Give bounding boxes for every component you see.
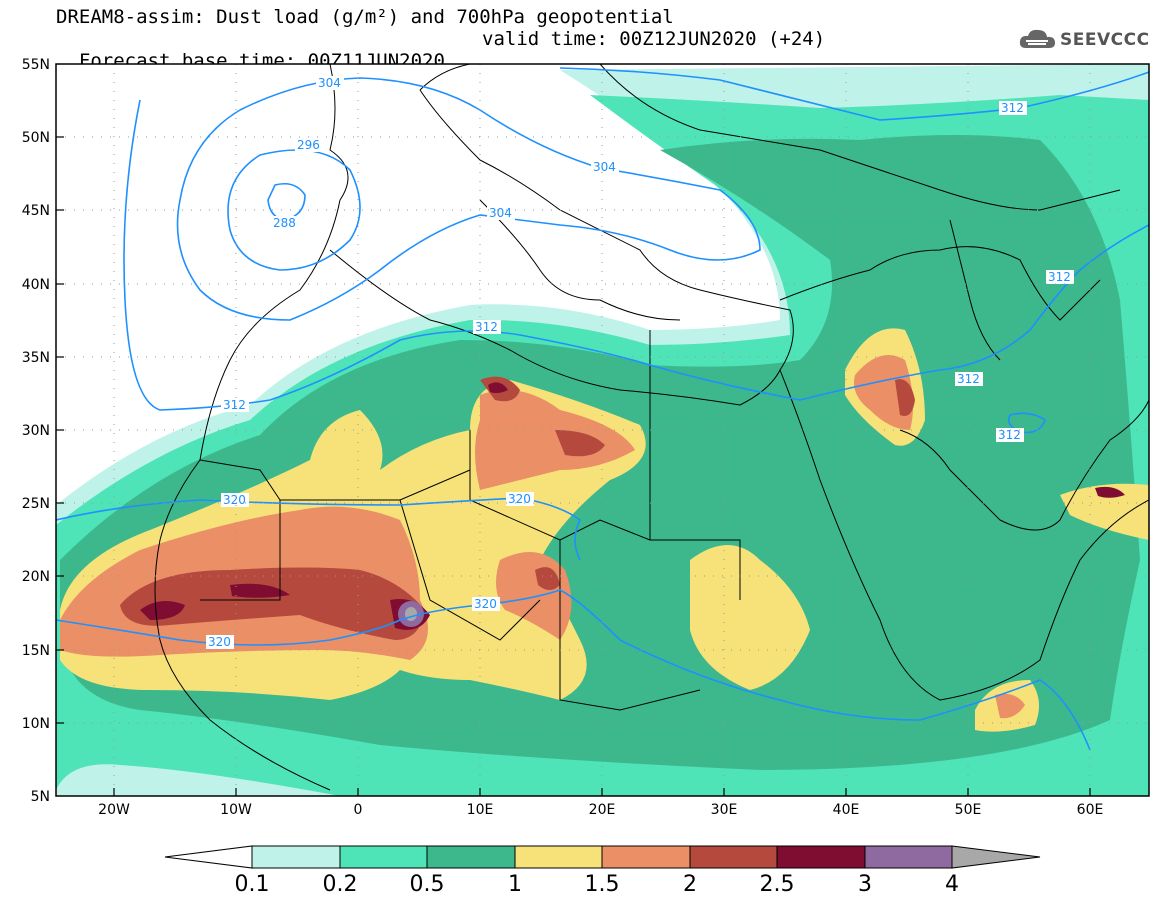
- lat-label: 45N: [22, 203, 50, 219]
- lat-label: 30N: [22, 423, 50, 439]
- lon-label: 20W: [98, 802, 130, 818]
- lon-label: 10E: [467, 802, 494, 818]
- contour-label: 312: [1046, 270, 1074, 284]
- lat-label: 40N: [22, 277, 50, 293]
- colorbar-labels: 0.1 0.2 0.5 1 1.5 2 2.5 3 4: [235, 872, 960, 897]
- dust-band-4: [405, 607, 417, 621]
- colorbar-cell: [864, 845, 953, 869]
- contour-label: 320: [472, 597, 500, 611]
- cloud-icon: [1019, 29, 1055, 48]
- coastlines: [154, 64, 1149, 791]
- svg-text:312: 312: [998, 428, 1021, 442]
- contour-label: 312: [955, 372, 983, 386]
- contour-label: 320: [221, 493, 249, 507]
- svg-text:312: 312: [223, 398, 246, 412]
- lat-label: 10N: [22, 716, 50, 732]
- colorbar-label: 0.5: [410, 872, 445, 897]
- dust-band-2.5-mali: [230, 583, 290, 598]
- dust-band-1.5-arabia: [995, 693, 1025, 719]
- dust-band-1-oman: [1060, 483, 1149, 540]
- lat-label: 25N: [22, 496, 50, 512]
- contour-label: 288: [271, 216, 299, 230]
- dust-band-2-iraq: [895, 379, 915, 416]
- svg-text:312: 312: [1048, 270, 1071, 284]
- dust-band-1.5-iraq: [854, 355, 914, 430]
- lat-label: 15N: [22, 643, 50, 659]
- dust-band-1.5-libya: [475, 390, 635, 490]
- contour-label: 312: [999, 101, 1027, 115]
- contour-labels: 304 296 288 304 304 312 312 312 312 312 …: [206, 76, 1074, 649]
- contour-label: 312: [473, 320, 501, 334]
- svg-text:304: 304: [318, 76, 341, 90]
- contour-label: 312: [996, 428, 1024, 442]
- lon-labels: 20W 10W 0 10E 20E 30E 40E 50E 60E: [98, 802, 1103, 818]
- colorbar-cell: [251, 845, 341, 869]
- contour-label: 304: [487, 206, 515, 220]
- lon-label: 40E: [833, 802, 860, 818]
- lon-label: 30E: [711, 802, 738, 818]
- svg-text:288: 288: [273, 216, 296, 230]
- colorbar: [164, 845, 1041, 869]
- lon-label: 10W: [220, 802, 252, 818]
- lat-label: 35N: [22, 350, 50, 366]
- lon-label: 60E: [1077, 802, 1104, 818]
- dust-band-2-libya2: [555, 430, 605, 457]
- svg-text:312: 312: [1001, 101, 1024, 115]
- seevccc-logo: SEEVCCC: [1018, 26, 1158, 56]
- colorbar-cell: [514, 845, 603, 869]
- contour-label: 304: [316, 76, 344, 90]
- colorbar-cell: [601, 845, 691, 869]
- contour-label: 312: [221, 398, 249, 412]
- lon-label: 50E: [955, 802, 982, 818]
- contour-label: 320: [506, 492, 534, 506]
- dust-band-2.5-libya: [488, 382, 508, 394]
- tick-marks: [56, 136, 1091, 796]
- valid-time: valid time: 00Z12JUN2020 (+24): [482, 28, 826, 50]
- svg-text:296: 296: [297, 138, 320, 152]
- colorbar-cell: [339, 845, 428, 869]
- colorbar-cell: [426, 845, 516, 869]
- dust-band-2.5: [140, 601, 185, 620]
- colorbar-cell: [776, 845, 866, 869]
- svg-text:320: 320: [474, 597, 497, 611]
- colorbar-label: 1: [508, 872, 522, 897]
- dust-band-2-chad: [535, 567, 560, 590]
- colorbar-cell: [951, 845, 1041, 869]
- lat-label: 55N: [22, 57, 50, 73]
- svg-text:320: 320: [223, 493, 246, 507]
- contour-label: 296: [295, 138, 323, 152]
- lat-label: 50N: [22, 130, 50, 146]
- colorbar-cell: [689, 845, 778, 869]
- logo-text: SEEVCCC: [1060, 30, 1150, 50]
- lon-label: 0: [354, 802, 363, 818]
- contour-label: 304: [591, 160, 619, 174]
- colorbar-label: 1.5: [585, 872, 620, 897]
- svg-text:304: 304: [489, 206, 512, 220]
- colorbar-label: 0.2: [323, 872, 358, 897]
- dust-field: [56, 64, 1149, 796]
- svg-text:320: 320: [208, 635, 231, 649]
- dust-band-1-east: [690, 545, 810, 690]
- dust-band-2: [120, 567, 425, 640]
- svg-text:320: 320: [508, 492, 531, 506]
- lat-labels: 55N 50N 45N 40N 35N 30N 25N 20N 15N 10N …: [22, 57, 50, 805]
- map-title: DREAM8-assim: Dust load (g/m²) and 700hP…: [56, 6, 674, 28]
- colorbar-cell: [164, 845, 253, 869]
- contour-label: 320: [206, 635, 234, 649]
- colorbar-label: 3: [858, 872, 872, 897]
- colorbar-label: 2.5: [760, 872, 795, 897]
- colorbar-label: 2: [683, 872, 697, 897]
- lon-label: 20E: [589, 802, 616, 818]
- colorbar-label: 0.1: [235, 872, 270, 897]
- svg-text:304: 304: [593, 160, 616, 174]
- svg-text:312: 312: [475, 320, 498, 334]
- lat-label: 20N: [22, 569, 50, 585]
- dust-band-2.5-oman: [1095, 486, 1125, 498]
- lat-label: 5N: [31, 789, 50, 805]
- colorbar-label: 4: [945, 872, 959, 897]
